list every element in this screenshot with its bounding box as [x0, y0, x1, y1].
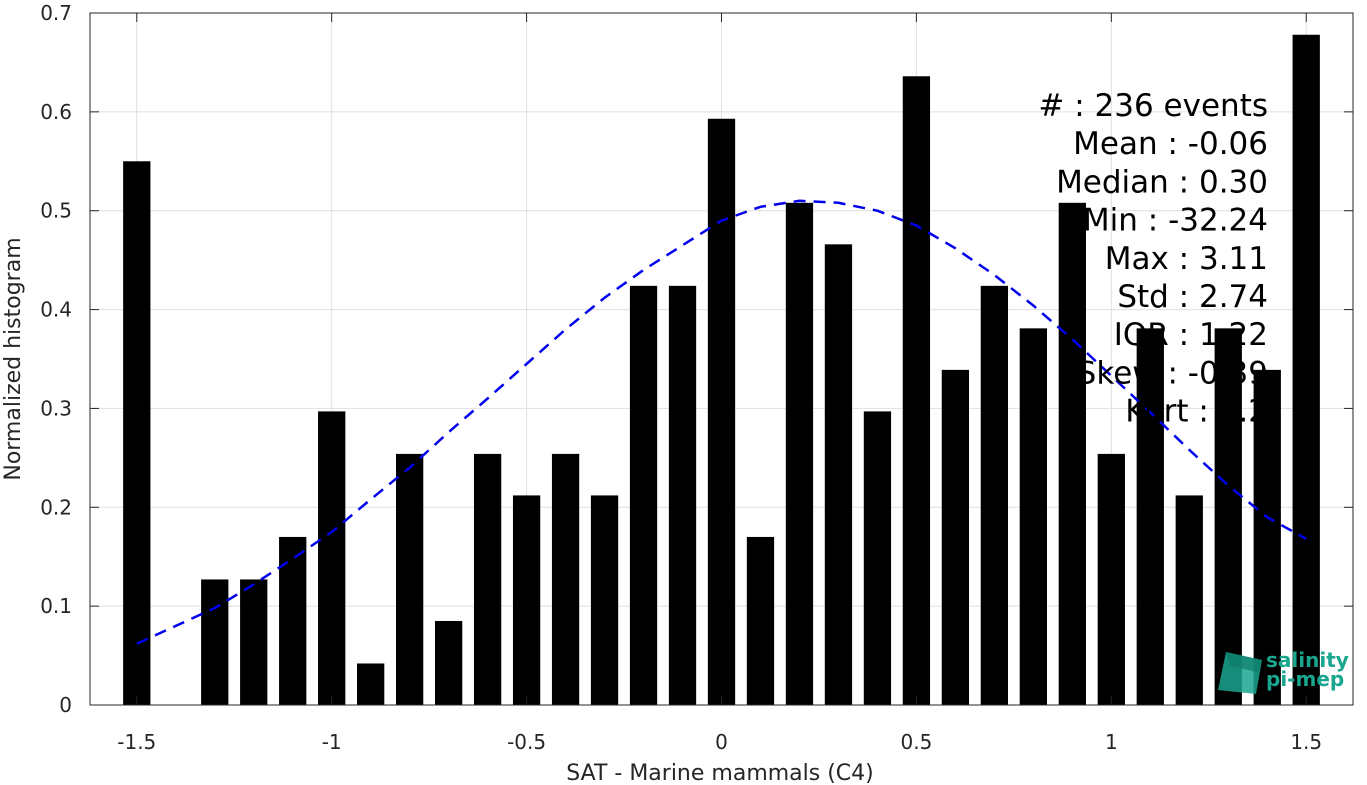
axis-ticks: [90, 12, 1353, 706]
bar-7: [396, 453, 424, 705]
bar-8: [434, 620, 463, 705]
stats-line-3: Min : -32.24: [1083, 203, 1268, 239]
x-tick-labels: -1.5 -1 -0.5 0 0.5 1 1.5: [117, 730, 1322, 754]
bar-14: [668, 285, 697, 705]
x-tick-label-3: 0: [715, 730, 728, 754]
bar-5: [318, 411, 346, 705]
bar-3: [240, 579, 268, 705]
logo-text-line1: salinity: [1266, 648, 1349, 672]
bar-19: [863, 411, 892, 705]
bar-17: [785, 202, 814, 705]
stats-line-1: Mean : -0.06: [1073, 126, 1268, 162]
bar-12: [590, 495, 619, 705]
bar-16: [746, 536, 775, 705]
bar-28: [1214, 328, 1242, 705]
bar-18: [824, 244, 853, 705]
x-tick-label-5: 1: [1105, 730, 1118, 754]
y-axis-label: Normalized histogram: [1, 237, 26, 480]
salinity-pimep-logo: salinity pi-mep: [1218, 648, 1349, 694]
stats-line-8: Kurt : 2.2: [1125, 394, 1268, 430]
stats-line-5: Std : 2.74: [1117, 279, 1268, 315]
bar-29: [1253, 369, 1281, 705]
y-tick-label-1: 0.1: [40, 594, 72, 618]
x-tick-label-4: 0.5: [901, 730, 933, 754]
y-tick-labels: 0 0.1 0.2 0.3 0.4 0.5 0.6 0.7: [40, 1, 72, 717]
logo-text-line2: pi-mep: [1266, 667, 1344, 691]
stats-line-4: Max : 3.11: [1105, 241, 1268, 277]
bar-25: [1097, 453, 1125, 705]
y-tick-label-5: 0.5: [40, 199, 72, 223]
bar-4: [279, 536, 307, 705]
stats-line-0: # : 236 events: [1038, 88, 1268, 124]
stats-line-2: Median : 0.30: [1056, 164, 1268, 200]
y-tick-label-3: 0.3: [40, 396, 72, 420]
bar-23: [1019, 328, 1047, 705]
stats-line-6: IQR : 1.22: [1114, 317, 1268, 353]
bar-27: [1175, 495, 1203, 705]
bar-22: [980, 285, 1009, 705]
bar-10: [512, 495, 541, 705]
bar-0: [123, 161, 151, 706]
x-tick-label-0: -1.5: [117, 730, 156, 754]
y-tick-label-0: 0: [59, 693, 72, 717]
bar-6: [357, 663, 385, 705]
bar-24: [1058, 202, 1086, 705]
bar-2: [201, 579, 229, 705]
stats-line-7: Skew : -0.39: [1077, 355, 1268, 391]
bar-13: [629, 285, 658, 705]
x-tick-label-1: -1: [322, 730, 342, 754]
x-tick-label-6: 1.5: [1290, 730, 1322, 754]
x-axis-label: SAT - Marine mammals (C4): [566, 761, 874, 785]
y-tick-label-6: 0.6: [40, 100, 72, 124]
bar-21: [941, 369, 970, 705]
y-tick-label-4: 0.4: [40, 298, 72, 322]
bar-15: [707, 118, 736, 705]
bar-20: [902, 76, 931, 706]
bar-9: [473, 453, 502, 705]
bar-11: [551, 453, 580, 705]
bar-30: [1292, 34, 1320, 705]
x-tick-label-2: -0.5: [507, 730, 546, 754]
logo-mark-shade-icon: [1226, 652, 1262, 672]
bar-26: [1136, 328, 1164, 705]
bar-series: [123, 34, 1320, 706]
y-tick-label-2: 0.2: [40, 495, 72, 519]
y-tick-label-7: 0.7: [40, 1, 72, 25]
normal-fit-curve: [136, 199, 1307, 645]
